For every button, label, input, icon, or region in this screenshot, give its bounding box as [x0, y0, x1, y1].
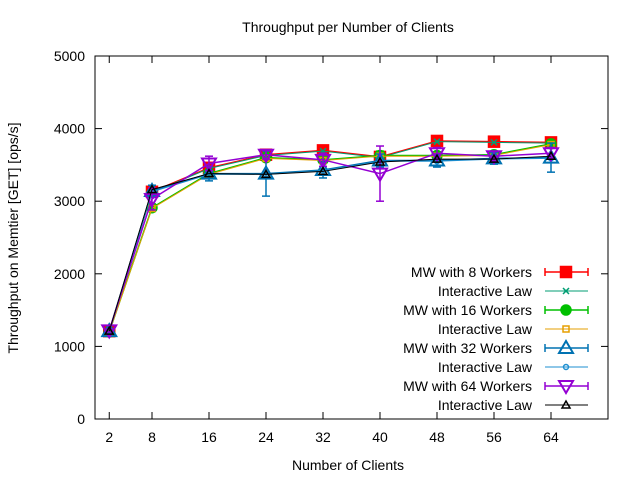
y-tick-label: 0: [77, 411, 85, 427]
x-tick-label: 32: [315, 429, 331, 445]
legend-entry: Interactive Law: [438, 359, 588, 375]
legend-label: Interactive Law: [438, 397, 533, 413]
plot-area: [100, 134, 560, 340]
x-tick-label: 2: [105, 429, 113, 445]
legend-entry: Interactive Law: [438, 283, 588, 299]
y-tick-label: 5000: [54, 48, 85, 64]
error-bar: [376, 145, 384, 202]
legend-entry: Interactive Law: [438, 321, 588, 337]
x-tick-label: 56: [486, 429, 502, 445]
data-point: [433, 138, 441, 146]
data-point: [317, 165, 329, 176]
data-point: [559, 265, 573, 279]
chart-title: Throughput per Number of Clients: [242, 19, 454, 35]
series: [103, 150, 557, 335]
y-tick-label: 1000: [54, 338, 85, 354]
marker-stroke: [490, 138, 498, 146]
data-point: [203, 168, 215, 178]
data-point: [257, 164, 275, 180]
data-point: [103, 325, 115, 335]
data-point: [562, 363, 570, 371]
legend-entry: MW with 16 Workers: [403, 302, 589, 318]
x-tick-label: 16: [201, 429, 217, 445]
legend-label: Interactive Law: [438, 283, 533, 299]
legend-entry: MW with 8 Workers: [411, 264, 589, 280]
legend-label: MW with 8 Workers: [411, 264, 532, 280]
data-point: [431, 153, 443, 163]
data-point: [428, 147, 446, 163]
x-tick-label: 40: [372, 429, 388, 445]
legend-label: Interactive Law: [438, 321, 533, 337]
data-point: [557, 339, 575, 354]
legend-label: MW with 32 Workers: [403, 340, 532, 356]
x-axis-label: Number of Clients: [292, 457, 404, 473]
data-point: [562, 325, 570, 333]
data-point: [560, 304, 572, 316]
plot-frame: [94, 55, 609, 420]
data-point: [545, 150, 557, 160]
legend-label: MW with 16 Workers: [403, 302, 532, 318]
data-point: [542, 147, 560, 163]
data-point: [314, 153, 332, 169]
data-point: [146, 184, 158, 194]
data-point: [488, 153, 500, 163]
legend-entry: Interactive Law: [438, 397, 588, 413]
data-point: [100, 324, 118, 340]
data-point: [371, 167, 389, 183]
legend-entry: MW with 64 Workers: [403, 378, 589, 395]
legend-entry: MW with 32 Workers: [403, 339, 589, 356]
marker-stroke: [562, 287, 570, 295]
data-point: [485, 150, 503, 166]
y-tick-label: 4000: [54, 121, 85, 137]
y-tick-label: 3000: [54, 193, 85, 209]
data-point: [557, 380, 575, 395]
data-point: [562, 287, 570, 295]
x-tick-label: 24: [258, 429, 274, 445]
axes: 0 1000 2000 3000 4000 5000 2 8 16 24 32 40 48 56 64: [54, 48, 608, 445]
x-tick-label: 48: [429, 429, 445, 445]
legend-label: Interactive Law: [438, 359, 533, 375]
legend-label: MW with 64 Workers: [403, 378, 532, 394]
marker-stroke: [433, 138, 441, 146]
series-line: [108, 155, 552, 332]
data-point: [257, 148, 275, 164]
legend: MW with 8 Workers Interactive Law MW with …: [403, 264, 589, 413]
y-tick-label: 2000: [54, 266, 85, 282]
data-point: [490, 138, 498, 146]
data-point: [374, 156, 386, 166]
data-point: [560, 399, 572, 409]
data-point: [200, 157, 218, 173]
data-point: [260, 168, 272, 179]
data-point: [200, 164, 218, 180]
y-axis-label: Throughput on Memtier [GET] [ops/s]: [5, 122, 21, 353]
x-tick-label: 8: [148, 429, 156, 445]
series-line: [108, 157, 552, 332]
x-tick-label: 64: [543, 429, 559, 445]
